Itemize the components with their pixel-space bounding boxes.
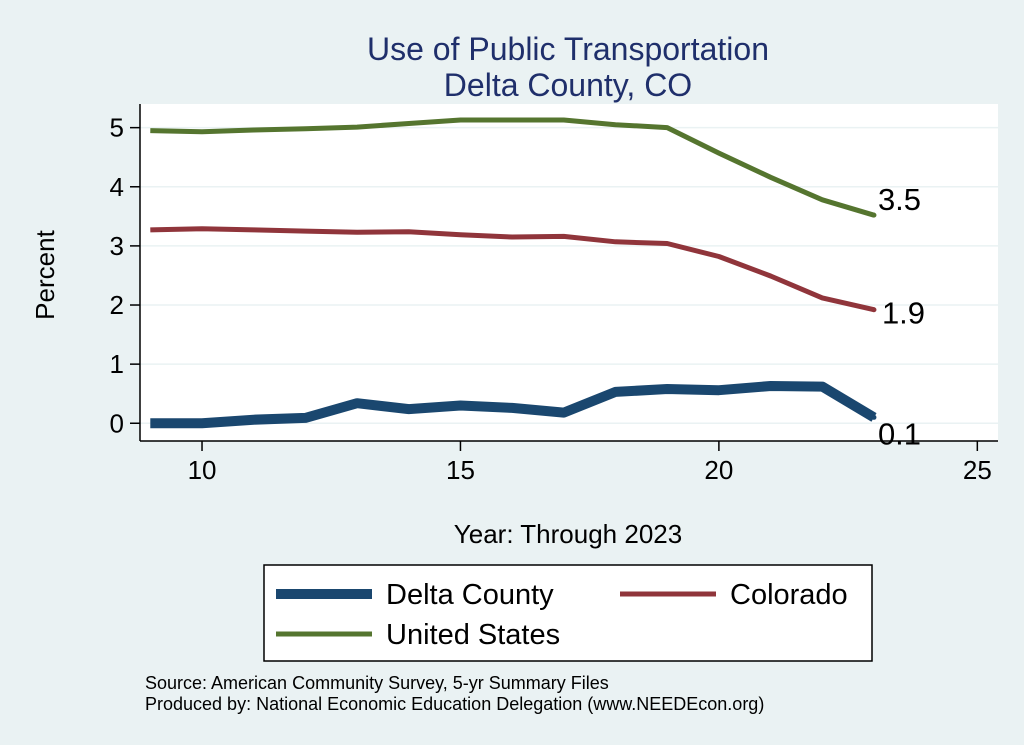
end-label: 3.5	[878, 182, 921, 217]
legend-entry: Delta County	[386, 579, 554, 611]
chart-title: Use of Public Transportation	[367, 31, 769, 67]
end-label: 1.9	[882, 296, 925, 331]
y-tick-label: 3	[110, 231, 124, 261]
x-axis-label: Year: Through 2023	[454, 519, 682, 549]
x-tick-label: 10	[188, 455, 217, 485]
series-lines	[150, 117, 877, 429]
end-point	[871, 212, 877, 218]
series-line-united-states	[150, 117, 875, 218]
legend-entry: Colorado	[730, 579, 848, 611]
legend: Delta County Colorado United States	[263, 564, 873, 662]
y-tick-label: 5	[110, 113, 124, 143]
axes	[130, 104, 998, 451]
end-label: 0.1	[878, 416, 921, 451]
y-tick-label: 0	[110, 408, 124, 438]
y-tick-label: 4	[110, 172, 124, 202]
x-tick-label: 20	[704, 455, 733, 485]
y-tick-label: 2	[110, 290, 124, 320]
series-line-delta-county	[150, 381, 877, 429]
legend-box	[263, 564, 873, 662]
y-axis-label: Percent	[30, 229, 60, 319]
end-point	[871, 307, 877, 313]
chart-subtitle: Delta County, CO	[444, 67, 692, 103]
y-tick-label: 1	[110, 349, 124, 379]
plot-area	[140, 104, 998, 441]
end-point	[871, 414, 877, 420]
tick-labels: 0 1 2 3 4 5 10 15 20 25	[110, 113, 992, 485]
source-note: Source: American Community Survey, 5-yr …	[145, 673, 609, 693]
x-tick-label: 25	[963, 455, 992, 485]
series-line-colorado	[150, 226, 875, 313]
producer-note: Produced by: National Economic Education…	[145, 694, 764, 714]
x-tick-label: 15	[446, 455, 475, 485]
end-labels: 3.5 1.9 0.1	[878, 182, 925, 451]
legend-entry: United States	[386, 619, 560, 651]
